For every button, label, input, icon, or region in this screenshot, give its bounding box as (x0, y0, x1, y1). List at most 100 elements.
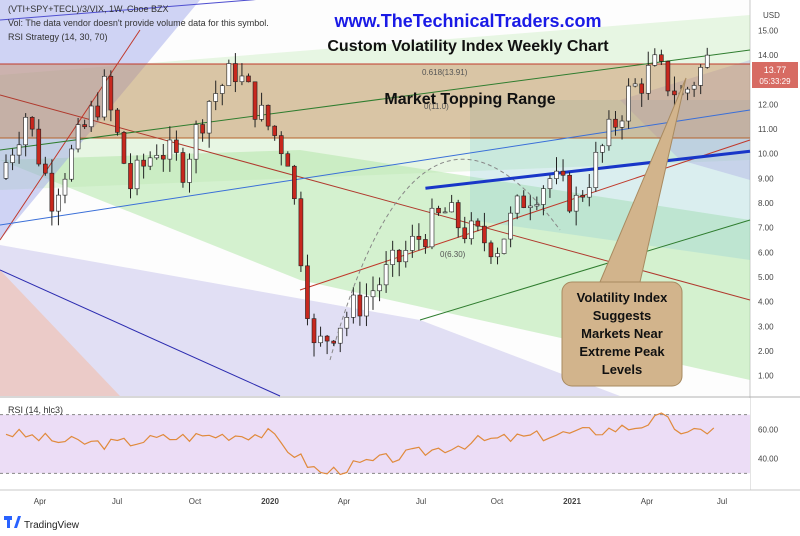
callout-box (561, 281, 683, 387)
candle-body (685, 88, 690, 94)
candle-body (482, 225, 487, 244)
teal-band (470, 100, 750, 260)
candle-body (167, 139, 173, 160)
time-label: 2020 (261, 497, 279, 506)
time-label: Jul (416, 497, 426, 506)
candle-body (704, 54, 710, 68)
fork-lines (0, 0, 751, 397)
callout: Volatility Index Suggests Markets Near E… (561, 77, 687, 387)
candle-body (134, 159, 140, 190)
time-label: 2021 (563, 497, 581, 506)
candle-body (626, 85, 631, 122)
candle-body (554, 170, 559, 179)
candle-body (311, 318, 317, 344)
price-tick: 8.00 (758, 199, 774, 208)
candle-body (495, 253, 500, 258)
price-tick: 9.00 (758, 174, 774, 183)
candle-body (115, 109, 120, 133)
time-axis: Apr Jul Oct 2020 Apr Jul Oct 2021 Apr Ju… (34, 497, 728, 506)
candle-body (206, 101, 212, 134)
candle-body (659, 54, 664, 62)
countdown: 05:33:29 (759, 77, 791, 86)
price-tick: 1.00 (758, 372, 774, 381)
candle-body (527, 205, 533, 208)
candle-body (10, 154, 15, 163)
candle-body (580, 194, 586, 198)
fork-line-8 (299, 139, 751, 291)
candle-body (147, 157, 153, 167)
candle-body (226, 63, 232, 86)
time-label: Apr (641, 497, 654, 506)
candle-body (416, 235, 422, 240)
strategy-line: RSI Strategy (14, 30, 70) (8, 32, 108, 42)
candle-body (29, 116, 35, 130)
candles-group (3, 47, 710, 357)
candle-body (593, 151, 599, 188)
candle-body (351, 294, 356, 318)
price-tick: 2.00 (758, 347, 774, 356)
candle-body (193, 124, 199, 160)
candle-body (449, 202, 454, 213)
candle-body (455, 202, 461, 229)
candle-body (62, 178, 68, 196)
candle-body (141, 159, 146, 167)
candle-body (619, 120, 625, 128)
candle-body (75, 124, 81, 150)
candle-body (600, 145, 605, 153)
price-tick: 7.00 (758, 224, 774, 233)
candle-body (233, 63, 238, 83)
topping-range-band (0, 64, 750, 138)
rsi-tick-60: 60.00 (758, 425, 779, 434)
time-label: Jul (717, 497, 727, 506)
candle-body (429, 207, 435, 248)
candle-body (16, 144, 22, 156)
candle-body (3, 162, 9, 179)
candle-body (383, 264, 389, 286)
candle-body (180, 152, 186, 183)
candle-body (390, 249, 395, 265)
chart-title: Custom Volatility Index Weekly Chart (327, 38, 609, 55)
candle-body (639, 83, 644, 94)
candle-body (252, 81, 258, 120)
candle-body (337, 327, 343, 344)
fib-lower-label: 0(6.30) (440, 250, 466, 259)
time-label: Oct (189, 497, 202, 506)
symbol-line: (VTI+SPY+TECL)/3/VIX, 1W, Cboe BZX (8, 4, 169, 14)
candle-body (265, 104, 271, 127)
price-tick: 4.00 (758, 298, 774, 307)
vol-line: Vol: The data vendor doesn't provide vol… (8, 18, 269, 28)
fork-line-4 (0, 109, 751, 226)
fib-arc (329, 158, 561, 361)
candle-body (213, 93, 219, 102)
candle-body (102, 75, 107, 118)
candle-body (632, 83, 638, 87)
candle-body (410, 235, 415, 251)
fib-upper-label: 0.618(13.91) (422, 68, 468, 77)
candle-body (377, 284, 382, 292)
fork-line-5 (0, 269, 281, 397)
candle-body (219, 85, 225, 94)
candle-body (586, 187, 592, 198)
candle-body (514, 195, 520, 214)
tradingview-logo: TradingView (4, 516, 80, 531)
candle-body (331, 340, 336, 344)
rsi-band (0, 414, 750, 474)
candle-body (239, 75, 245, 83)
candle-body (23, 116, 28, 146)
price-tick: 10.00 (758, 150, 779, 159)
time-label: Apr (338, 497, 351, 506)
candle-body (128, 163, 133, 190)
callout-line-5: Levels (602, 362, 642, 377)
candle-body (49, 172, 55, 212)
candle-body (672, 90, 677, 96)
candle-body (187, 158, 192, 183)
price-tick: 5.00 (758, 273, 774, 282)
candle-body (534, 204, 540, 207)
rsi-label: RSI (14, hlc3) (8, 405, 63, 415)
candle-body (521, 195, 527, 208)
fib-mid-label: 0(11.0) (424, 102, 449, 111)
fork-line-2 (0, 29, 141, 241)
candle-body (121, 132, 127, 164)
candle-body (364, 296, 369, 317)
candle-body (560, 170, 566, 176)
